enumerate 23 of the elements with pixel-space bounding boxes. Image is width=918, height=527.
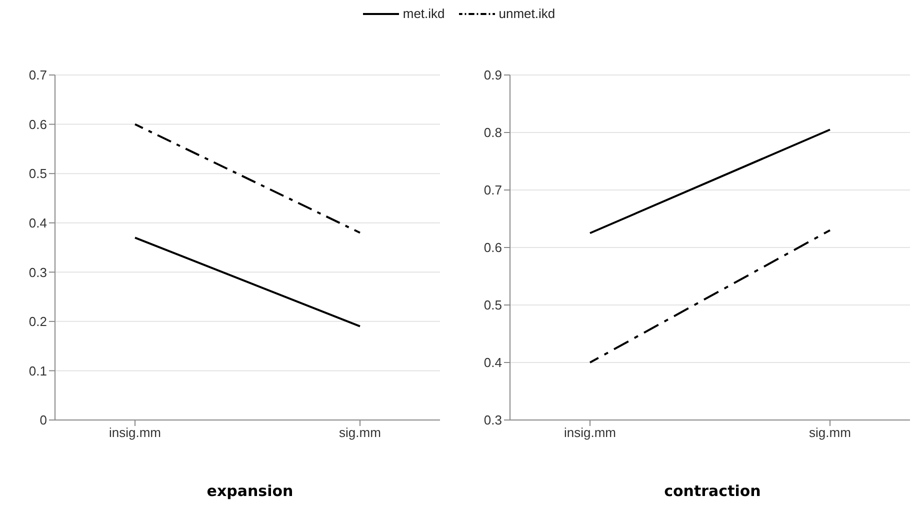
y-tick-label: 0.4 xyxy=(28,215,47,230)
y-tick-label: 0.7 xyxy=(28,68,47,83)
legend-label: unmet.ikd xyxy=(498,6,556,21)
y-tick-label: 0.3 xyxy=(484,412,502,428)
y-tick-label: 0.6 xyxy=(28,116,47,132)
y-tick-label: 0.9 xyxy=(484,68,502,83)
y-tick-label: 0 xyxy=(40,412,47,428)
y-tick-label: 0.7 xyxy=(484,182,502,198)
x-axis-title: expansion xyxy=(206,482,294,500)
y-tick-label: 0.1 xyxy=(28,363,47,378)
y-tick-label: 0.5 xyxy=(28,166,47,182)
x-tick-label: insig.mm xyxy=(108,425,162,440)
y-tick-label: 0.5 xyxy=(484,298,502,313)
x-axis-title: contraction xyxy=(663,482,762,500)
y-tick-label: 0.3 xyxy=(28,264,47,280)
y-tick-label: 0.8 xyxy=(484,125,502,140)
y-tick-label: 0.4 xyxy=(484,355,502,370)
legend-label: met.ikd xyxy=(402,6,445,21)
x-tick-label: insig.mm xyxy=(564,425,616,440)
y-tick-label: 0.2 xyxy=(28,314,47,330)
x-tick-label: sig.mm xyxy=(339,425,381,440)
y-tick-label: 0.6 xyxy=(484,240,502,256)
x-tick-label: sig.mm xyxy=(809,425,851,440)
